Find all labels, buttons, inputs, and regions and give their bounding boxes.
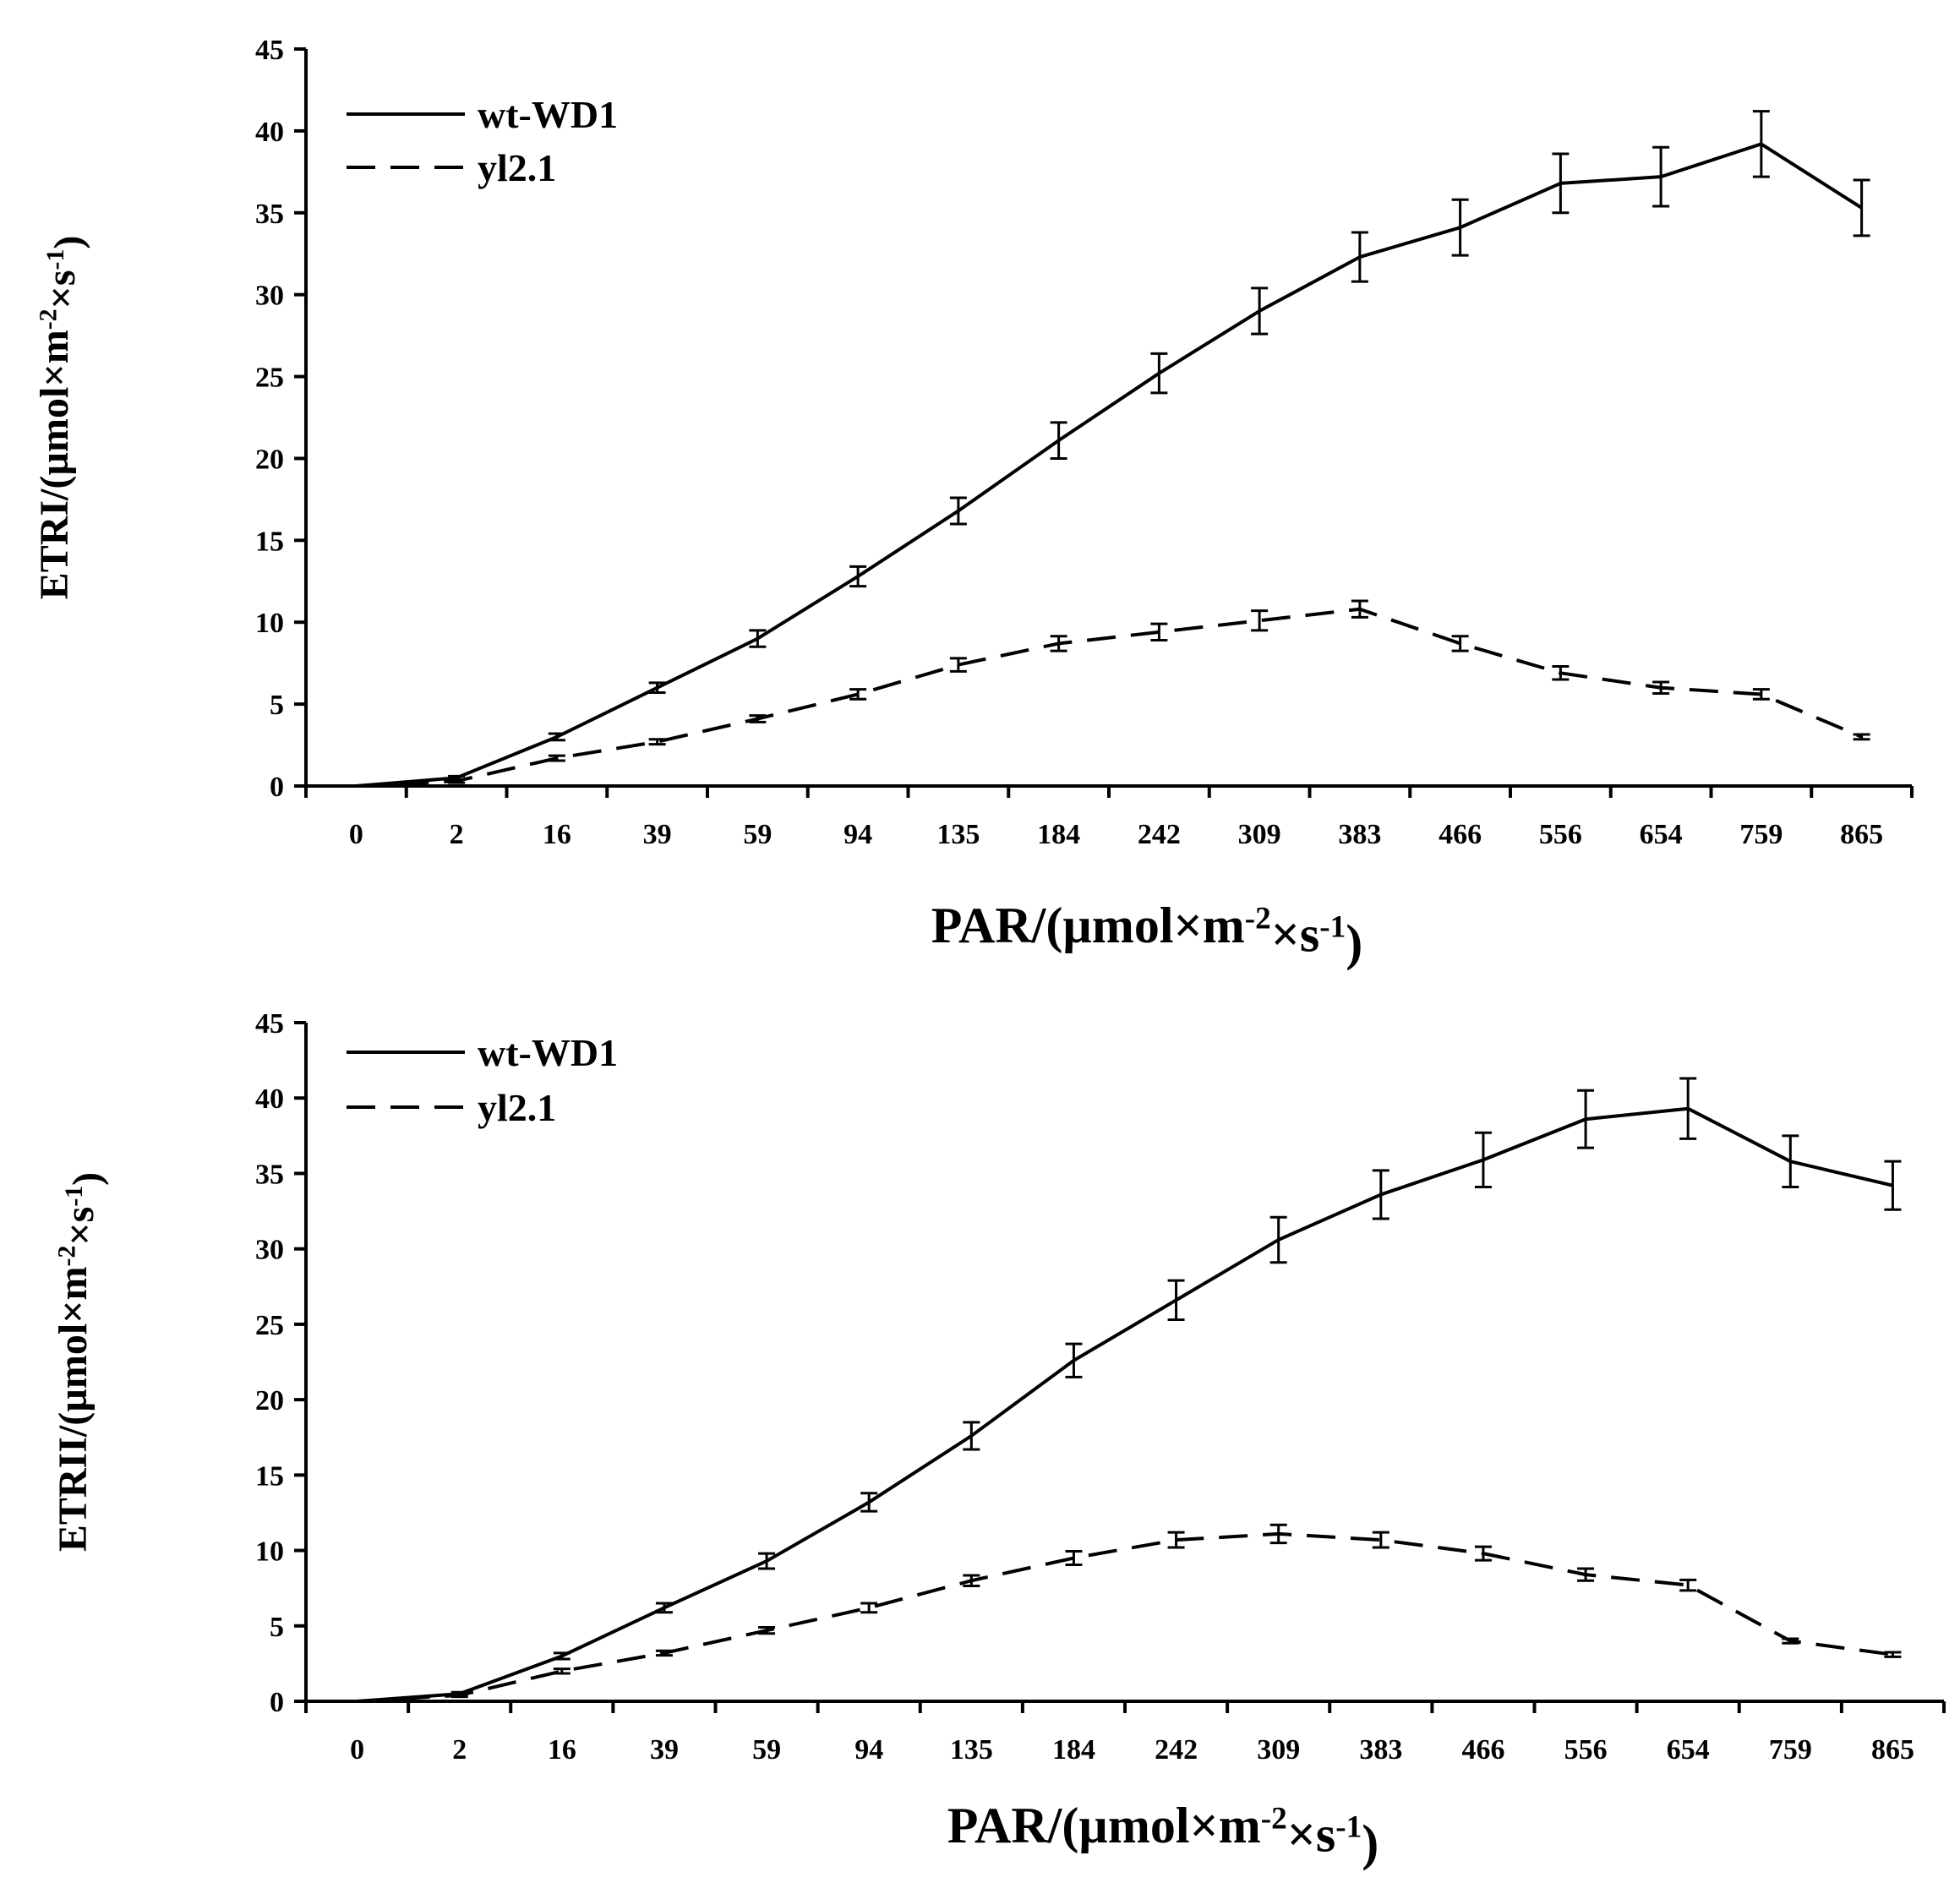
- x-tick-label: 59: [752, 1734, 781, 1766]
- x-tick-label: 556: [1539, 819, 1582, 850]
- x-tick-label: 654: [1667, 1734, 1710, 1766]
- chart-panel-etrii: 0 5 10 15 20 25 30 35 40 45 0 2 16 39 59 94 135 184 242 309…: [51, 1008, 1946, 1871]
- x-tick-label: 16: [543, 819, 571, 850]
- y-tick-label: 45: [255, 35, 284, 66]
- x-tick-label: 865: [1871, 1734, 1914, 1766]
- x-axis-title: PAR/(µmol×m-2×s-1): [931, 898, 1362, 971]
- x-tick-label: 16: [548, 1734, 576, 1766]
- x-tick-label: 466: [1439, 819, 1482, 850]
- y-tick-label: 5: [270, 1612, 284, 1643]
- x-tick-label: 759: [1739, 819, 1783, 850]
- y-axis-title: ETRI/(µmol×m-2×s-1): [32, 236, 90, 600]
- y-axis-title: ETRII/(µmol×m-2×s-1): [51, 1172, 109, 1552]
- x-tick-label: 759: [1769, 1734, 1812, 1766]
- legend-label: yl2.1: [478, 1086, 556, 1129]
- y-tick-label: 30: [255, 1235, 284, 1266]
- y-tick-label: 10: [255, 608, 284, 639]
- y-tick-label: 40: [255, 117, 284, 148]
- x-tick-label: 865: [1840, 819, 1883, 850]
- x-tick-label: 39: [643, 819, 672, 850]
- y-tick-label: 0: [270, 1687, 284, 1718]
- legend-label: wt-WD1: [478, 1031, 618, 1074]
- y-tick-label: 15: [255, 1460, 284, 1492]
- chart-panel-etri: 0 5 10 15 20 25 30 35 40 45 0 2 16 39 59 94 135 184 242 309…: [32, 35, 1914, 971]
- x-tick-label: 135: [950, 1734, 993, 1766]
- x-tick-label: 2: [452, 1734, 467, 1766]
- y-tick-label: 35: [255, 199, 284, 230]
- y-tick-label: 5: [270, 690, 284, 721]
- y-tick-label: 30: [255, 281, 284, 312]
- x-tick-label: 94: [844, 819, 872, 850]
- y-tick-label: 40: [255, 1083, 284, 1115]
- x-tick-label: 309: [1238, 819, 1281, 850]
- x-tick-label: 2: [450, 819, 464, 850]
- x-tick-label: 309: [1257, 1734, 1300, 1766]
- y-tick-label: 15: [255, 526, 284, 557]
- x-tick-label: 0: [350, 1734, 364, 1766]
- x-axis-title: PAR/(µmol×m-2×s-1): [947, 1798, 1379, 1871]
- y-tick-label: 20: [255, 444, 284, 475]
- y-tick-label: 0: [270, 772, 284, 803]
- x-tick-label: 654: [1640, 819, 1683, 850]
- y-tick-label: 25: [255, 1310, 284, 1341]
- y-tick-label: 45: [255, 1008, 284, 1040]
- x-tick-label: 242: [1155, 1734, 1198, 1766]
- series-line-wt-wd1: [356, 142, 1863, 788]
- x-tick-label: 383: [1338, 819, 1381, 850]
- x-tick-label: 556: [1564, 1734, 1608, 1766]
- legend-label: wt-WD1: [478, 93, 618, 136]
- x-tick-label: 383: [1359, 1734, 1402, 1766]
- y-tick-label: 25: [255, 363, 284, 394]
- y-tick-label: 10: [255, 1536, 284, 1568]
- x-tick-label: 184: [1052, 1734, 1095, 1766]
- series-line-wt-wd1: [357, 1106, 1893, 1703]
- y-tick-label: 20: [255, 1385, 284, 1416]
- x-tick-label: 135: [936, 819, 980, 850]
- x-tick-label: 94: [854, 1734, 883, 1766]
- x-tick-label: 59: [743, 819, 772, 850]
- x-tick-label: 184: [1037, 819, 1080, 850]
- y-tick-label: 35: [255, 1159, 284, 1190]
- x-tick-label: 466: [1461, 1734, 1504, 1766]
- x-tick-label: 242: [1138, 819, 1181, 850]
- x-tick-label: 0: [349, 819, 363, 850]
- legend-label: yl2.1: [478, 146, 556, 189]
- series-line-yl2-1: [356, 607, 1863, 788]
- series-line-yl2-1: [357, 1531, 1893, 1703]
- x-tick-label: 39: [650, 1734, 679, 1766]
